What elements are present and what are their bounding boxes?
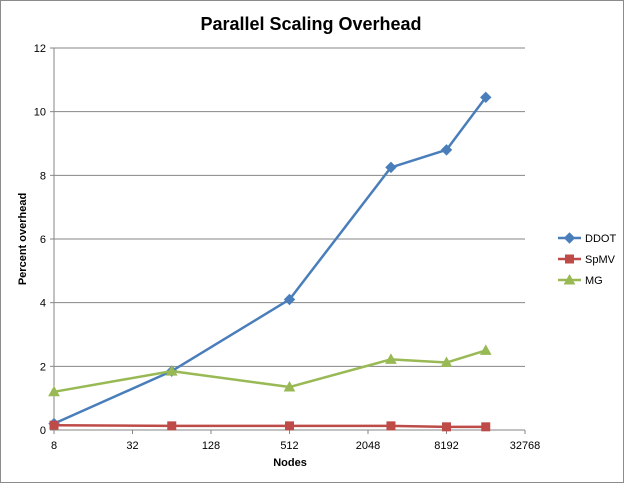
y-axis-title: Percent overhead — [17, 193, 29, 285]
chart-title: Parallel Scaling Overhead — [200, 14, 421, 34]
series-mg — [48, 344, 492, 397]
x-tick-label: 32768 — [510, 440, 541, 452]
mg-point — [440, 356, 453, 368]
ddot-point — [440, 144, 453, 156]
legend-item-mg: MG — [558, 273, 603, 287]
series-ddot — [48, 91, 492, 430]
x-tick-label: 2048 — [356, 440, 380, 452]
mg-point — [479, 344, 492, 355]
x-axis-ticks: 8 32 128 512 2048 8192 32768 — [51, 430, 540, 452]
ddot-line — [53, 96, 487, 425]
y-tick-label: 2 — [40, 361, 46, 373]
x-tick-label: 8 — [51, 440, 57, 452]
y-axis-ticks: 0 2 4 6 8 10 12 — [34, 43, 54, 437]
spmv-point — [49, 420, 59, 430]
legend-ddot-marker — [563, 232, 576, 244]
mg-point — [48, 385, 60, 397]
x-axis-title: Nodes — [273, 457, 307, 469]
legend-spmv-marker — [565, 254, 574, 264]
mg-point — [165, 365, 178, 376]
spmv-point — [167, 421, 177, 431]
mg-point — [283, 380, 296, 392]
legend-mg-label: MG — [585, 275, 603, 287]
x-tick-label: 512 — [280, 440, 298, 452]
mg-point — [385, 353, 397, 364]
series-spmv — [49, 420, 491, 432]
legend-spmv-label: SpMV — [585, 254, 616, 266]
y-tick-label: 4 — [40, 298, 46, 310]
x-tick-label: 32 — [126, 440, 138, 452]
legend-item-spmv: SpMV — [558, 254, 616, 266]
legend-item-ddot: DDOT — [558, 232, 616, 245]
legend: DDOT SpMV MG — [558, 232, 616, 287]
legend-mg-marker — [563, 273, 576, 285]
spmv-line — [53, 423, 486, 429]
ddot-point — [283, 293, 296, 306]
spmv-point — [481, 422, 491, 432]
ddot-point — [480, 91, 492, 104]
ddot-point — [385, 161, 397, 174]
y-tick-label: 10 — [34, 107, 46, 119]
y-tick-label: 6 — [40, 234, 46, 246]
gridlines — [54, 47, 525, 367]
spmv-point — [442, 422, 451, 432]
series-layer — [48, 91, 492, 432]
spmv-point — [285, 421, 294, 431]
legend-ddot-label: DDOT — [585, 233, 616, 245]
spmv-point — [386, 421, 396, 431]
y-tick-label: 8 — [40, 170, 46, 182]
x-tick-label: 8192 — [434, 440, 458, 452]
mg-line — [53, 349, 487, 394]
y-tick-label: 12 — [34, 43, 46, 55]
y-tick-label: 0 — [40, 425, 46, 437]
x-tick-label: 128 — [202, 440, 220, 452]
